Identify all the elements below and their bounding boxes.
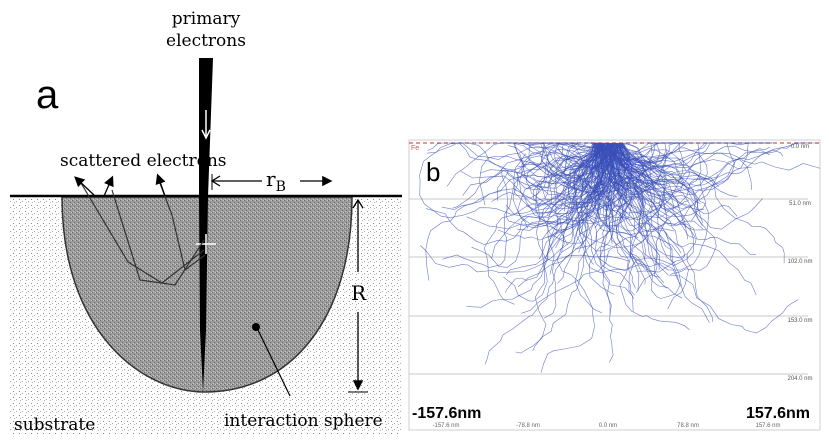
electron-trajectory — [621, 142, 710, 323]
electron-trajectory — [419, 142, 612, 219]
scatter-path-3 — [157, 177, 206, 272]
depth-tick-3: 153.0 nm — [787, 318, 812, 324]
electron-trajectory — [591, 142, 690, 330]
electron-trajectory — [616, 142, 711, 173]
substrate-label: substrate — [14, 415, 95, 435]
electron-trajectory — [610, 142, 636, 289]
trajectory-cloud — [419, 142, 820, 373]
electron-trajectory — [519, 142, 601, 206]
x-min-label: -157.6nm — [412, 405, 481, 422]
electron-trajectory — [578, 142, 686, 228]
electron-trajectory — [597, 142, 635, 296]
electron-trajectory — [575, 142, 607, 205]
electron-trajectory — [542, 142, 601, 171]
electron-trajectory — [597, 142, 624, 245]
electron-trajectory — [607, 142, 616, 233]
sphere-pointer-dot — [252, 323, 260, 331]
electron-trajectory — [597, 142, 710, 271]
escape-arrow-3 — [155, 173, 166, 197]
electron-trajectory — [506, 142, 619, 188]
electron-trajectory — [521, 142, 645, 314]
corner-tag: Fe — [411, 145, 419, 152]
x-tick-4: 157.6 nm — [755, 423, 780, 429]
electron-trajectory — [546, 142, 618, 215]
electron-trajectory — [578, 142, 611, 253]
scatter-path-2 — [77, 177, 205, 284]
electron-trajectory — [532, 142, 617, 351]
electron-trajectory — [419, 142, 603, 175]
electron-trajectory — [567, 142, 639, 238]
panel-a-label: a — [36, 73, 59, 117]
electron-trajectory — [595, 142, 610, 207]
electron-trajectory — [616, 142, 701, 204]
electron-trajectory — [535, 142, 628, 209]
x-tick-2: 0.0 nm — [599, 423, 617, 429]
electron-trajectory — [598, 142, 689, 218]
electron-trajectory — [505, 142, 608, 276]
x-max-label: 157.6nm — [746, 405, 810, 422]
scatter-path-1 — [111, 189, 205, 286]
electron-trajectory — [594, 142, 663, 232]
electron-trajectory — [612, 142, 799, 334]
electron-trajectory — [532, 142, 595, 184]
electron-trajectory — [573, 142, 611, 315]
electron-trajectory — [576, 142, 612, 232]
electron-trajectory — [471, 142, 615, 268]
x-tick-3: 78.8 nm — [677, 423, 699, 429]
primary-beam — [199, 58, 213, 392]
electron-trajectory — [441, 142, 605, 210]
electron-trajectory — [516, 142, 637, 231]
electron-trajectory — [574, 142, 625, 250]
electron-trajectory — [613, 142, 686, 273]
beam-arrowhead — [201, 129, 211, 140]
electron-trajectory — [515, 142, 620, 354]
beam-label-line1: primary — [172, 9, 241, 29]
electron-trajectory — [591, 142, 666, 299]
electron-trajectory — [617, 142, 683, 299]
beam-label-line2: electrons — [166, 31, 246, 51]
electron-trajectory — [588, 142, 684, 214]
electron-trajectory — [605, 142, 773, 195]
electron-trajectory — [619, 142, 694, 267]
electron-trajectory — [607, 142, 660, 278]
depth-tick-1: 51.0 nm — [789, 201, 811, 207]
rb-label-sub: B — [276, 179, 286, 195]
electron-trajectory — [586, 142, 650, 271]
rb-label-main: r — [266, 167, 276, 191]
depth-tick-0: 0.0 nm — [791, 144, 809, 150]
panel-b: b Fe 0.0 nm 51.0 nm 102.0 nm 153.0 nm 20… — [408, 139, 821, 431]
sphere-pointer-line — [257, 329, 291, 397]
panel-b-label: b — [426, 157, 440, 187]
electron-trajectory — [497, 142, 609, 201]
panel-a: a primary electrons scattered electrons … — [10, 9, 402, 435]
r-arrowhead-top — [352, 198, 364, 209]
electron-trajectory — [616, 142, 660, 270]
electron-trajectory — [564, 142, 616, 163]
escape-arrow-1 — [74, 176, 96, 197]
scattered-label: scattered electrons — [60, 151, 227, 171]
electron-trajectory — [605, 142, 703, 224]
interaction-sphere — [61, 196, 353, 393]
depth-tick-4: 204.0 nm — [787, 376, 812, 382]
rb-label: rB — [266, 167, 286, 195]
depth-tick-2: 102.0 nm — [787, 259, 812, 265]
x-tick-1: -78.8 nm — [516, 423, 540, 429]
sphere-label: interaction sphere — [224, 411, 383, 431]
electron-trajectory — [547, 142, 612, 244]
escape-arrow-2 — [103, 175, 114, 197]
electron-trajectory — [555, 142, 619, 249]
electron-trajectory — [446, 142, 613, 187]
electron-trajectory — [547, 142, 616, 221]
electron-trajectory — [479, 142, 623, 178]
x-tick-0: -157.6 nm — [432, 423, 459, 429]
electron-trajectory — [442, 142, 603, 268]
r-label: R — [351, 281, 367, 305]
electron-trajectory — [546, 142, 649, 238]
